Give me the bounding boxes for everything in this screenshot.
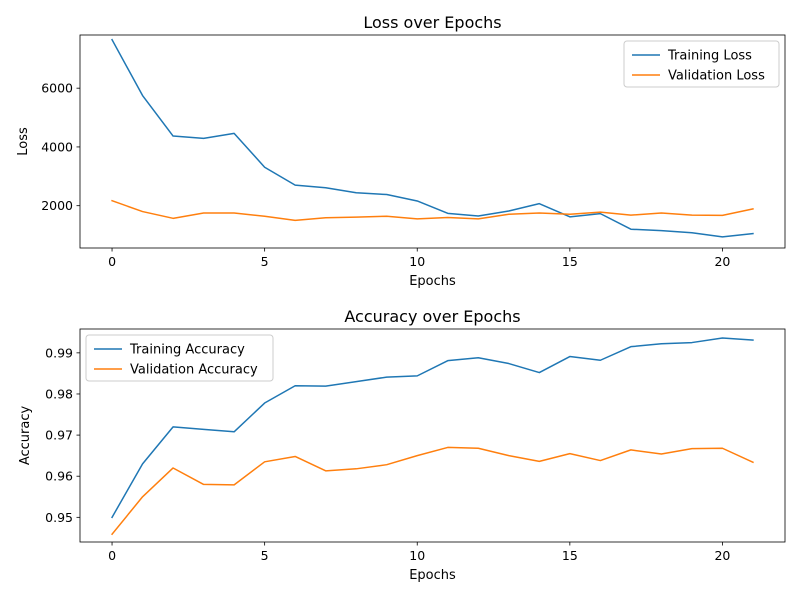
x-axis-label-loss: Epochs [409, 274, 456, 289]
y-axis-label-accuracy: Accuracy [18, 406, 33, 466]
plot-frame-loss [79, 34, 786, 249]
legend-box-accuracy [85, 334, 274, 382]
chart-title-loss: Loss over Epochs [363, 13, 501, 32]
x-axis-label-accuracy: Epochs [409, 568, 456, 583]
x-tick-label-loss: 20 [714, 254, 730, 269]
x-tick-label-loss: 0 [108, 254, 116, 269]
x-tick-label-loss: 10 [409, 254, 425, 269]
y-tick-label-accuracy: 0.98 [45, 386, 73, 401]
y-tick-label-accuracy: 0.95 [45, 510, 73, 525]
legend-label-accuracy-1: Validation Accuracy [130, 363, 258, 378]
plot-frame-accuracy [79, 328, 786, 543]
x-tick-label-accuracy: 10 [409, 548, 425, 563]
legend-accuracy: Training Accuracy Validation Accuracy [85, 334, 274, 382]
x-tick-label-accuracy: 20 [714, 548, 730, 563]
legend-label-loss-1: Validation Loss [668, 69, 765, 84]
y-axis-label-loss: Loss [16, 127, 31, 156]
series-line-loss-1 [111, 199, 754, 222]
chart-accuracy: Accuracy over Epochs 0 5 10 15 20 0.95 0.96 0.97… [18, 307, 786, 583]
x-tick-label-accuracy: 0 [108, 548, 116, 563]
x-tick-label-accuracy: 15 [562, 548, 578, 563]
x-tick-label-loss: 15 [562, 254, 578, 269]
y-tick-label-accuracy: 0.99 [45, 345, 73, 360]
y-tick-label-accuracy: 0.96 [45, 469, 73, 484]
x-tick-label-loss: 5 [261, 254, 269, 269]
series-line-accuracy-0 [111, 337, 754, 519]
legend-label-loss-0: Training Loss [667, 49, 752, 64]
legend-label-accuracy-0: Training Accuracy [129, 343, 245, 358]
legend-loss: Training Loss Validation Loss [623, 40, 780, 88]
y-tick-label-accuracy: 0.97 [45, 428, 73, 443]
series-line-accuracy-1 [110, 446, 754, 536]
chart-title-accuracy: Accuracy over Epochs [344, 307, 520, 326]
y-tick-label-loss: 2000 [41, 198, 73, 213]
series-line-loss-0 [111, 38, 754, 238]
legend-box-loss [623, 40, 780, 88]
y-tick-label-loss: 4000 [41, 139, 73, 154]
x-tick-label-accuracy: 5 [261, 548, 269, 563]
chart-loss: Loss over Epochs 0 5 10 15 20 2000 4000 6000 Epoc… [16, 13, 786, 289]
y-tick-label-loss: 6000 [41, 81, 73, 96]
